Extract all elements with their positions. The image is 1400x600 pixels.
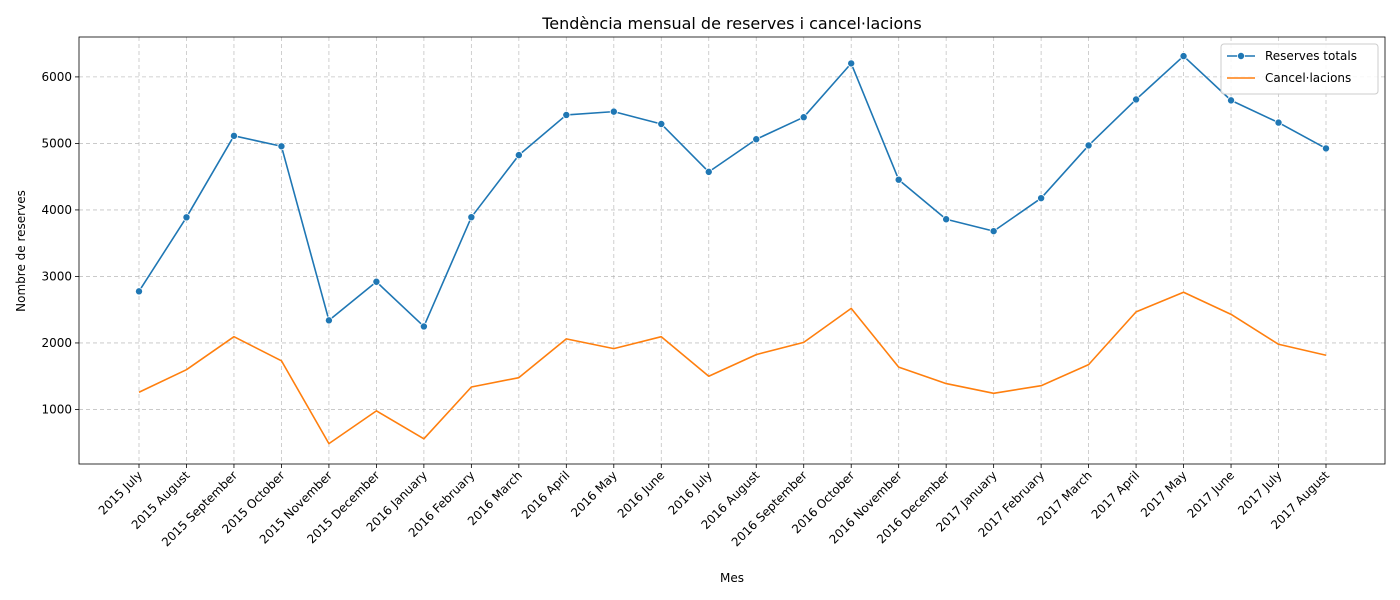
data-point [1274, 118, 1283, 127]
data-point [372, 277, 381, 286]
data-point [1132, 95, 1141, 104]
data-point [562, 110, 571, 119]
data-point [134, 287, 143, 296]
y-tick-label: 4000 [41, 203, 72, 217]
series-1 [134, 52, 1331, 331]
data-point [609, 107, 618, 116]
data-point [1037, 194, 1046, 203]
data-point [514, 151, 523, 160]
x-tick-label: 2016 July [665, 468, 714, 517]
plot-frame [78, 36, 1386, 465]
chart-title: Tendència mensual de reserves i cancel·l… [541, 14, 922, 33]
x-tick-label: 2016 June [615, 468, 668, 521]
y-axis: 1000 2000 3000 4000 5000 6000 [41, 70, 79, 416]
data-point [942, 215, 951, 224]
data-point [229, 131, 238, 140]
series-2 [138, 291, 1327, 445]
legend-label: Cancel·lacions [1265, 71, 1351, 85]
legend-label: Reserves totals [1265, 49, 1357, 63]
series-layer [134, 52, 1331, 445]
grid [79, 37, 1385, 464]
data-point [467, 213, 476, 222]
y-tick-label: 5000 [41, 136, 72, 150]
x-tick-label: 2016 April [519, 468, 573, 522]
x-axis-label: Mes [720, 571, 744, 585]
data-point [894, 175, 903, 184]
legend-marker [1237, 52, 1246, 61]
y-tick-label: 1000 [41, 402, 72, 416]
data-point [182, 213, 191, 222]
y-tick-label: 3000 [41, 269, 72, 283]
x-tick-label: 2017 July [1235, 468, 1284, 517]
data-point [799, 113, 808, 122]
x-tick-label: 2015 July [96, 468, 145, 517]
data-point [277, 142, 286, 151]
x-tick-label: 2017 April [1089, 468, 1143, 522]
data-point [1084, 141, 1093, 150]
x-tick-label: 2016 May [568, 468, 620, 520]
data-point [847, 59, 856, 68]
data-point [704, 167, 713, 176]
y-tick-label: 6000 [41, 70, 72, 84]
data-point [1227, 96, 1236, 105]
data-point [419, 322, 428, 331]
y-tick-label: 2000 [41, 336, 72, 350]
series-line [138, 55, 1327, 328]
series-line [138, 291, 1327, 445]
x-tick-label: 2017 May [1138, 468, 1190, 520]
legend: Reserves totals Cancel·lacions [1220, 43, 1379, 95]
data-point [1179, 52, 1188, 61]
data-point [989, 227, 998, 236]
data-point [752, 135, 761, 144]
data-point [324, 316, 333, 325]
legend-box [1220, 43, 1379, 95]
data-point [1322, 144, 1331, 153]
data-point [657, 119, 666, 128]
y-axis-label: Nombre de reserves [14, 190, 28, 312]
x-tick-label: 2017 June [1184, 468, 1237, 521]
